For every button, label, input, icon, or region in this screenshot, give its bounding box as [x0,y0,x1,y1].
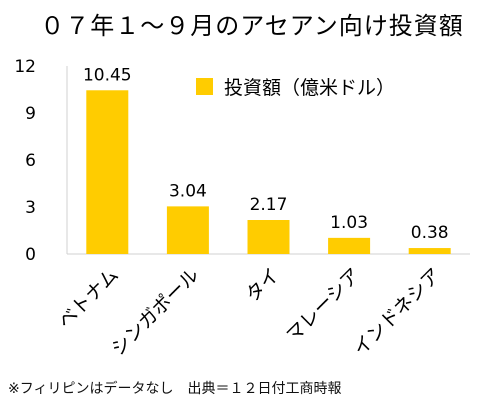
data-label: 3.04 [169,181,207,201]
y-tick-label: 0 [25,245,36,265]
bars [86,90,451,255]
footnote: ※フィリピンはデータなし 出典＝１２日付工商時報 [8,381,342,397]
data-label: 1.03 [330,213,368,233]
bar [166,206,209,254]
legend-label: 投資額（億米ドル） [224,77,395,99]
data-label: 10.45 [83,65,132,85]
chart-title: ０７年１〜９月のアセアン向け投資額 [40,12,464,40]
data-label: 0.38 [411,223,449,243]
legend-swatch [196,78,213,95]
bar [328,237,371,254]
y-tick-label: 6 [25,151,36,171]
bar [408,248,451,254]
data-labels: 10.45 3.04 2.17 1.03 0.38 [83,65,449,243]
y-tick-labels: 0 3 6 9 12 [14,57,36,265]
x-tick-label: タイ [242,264,284,306]
data-label: 2.17 [250,195,288,215]
x-tick-label: マレーシア [282,264,364,346]
x-tick-label: ベトナム [54,264,123,333]
y-tick-label: 12 [14,57,36,77]
y-tick-label: 3 [25,198,36,218]
legend: 投資額（億米ドル） [196,77,395,99]
bar [247,220,290,254]
bar [86,90,129,255]
y-tick-label: 9 [25,104,36,124]
